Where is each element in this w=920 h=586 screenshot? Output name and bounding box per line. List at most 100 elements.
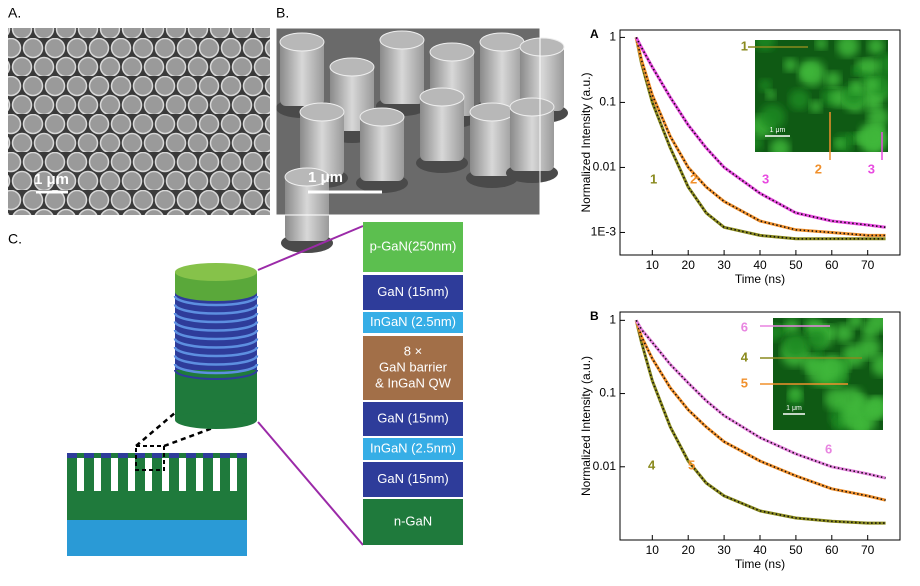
panel-label: B. <box>276 5 289 21</box>
x-tick-label: 30 <box>717 543 731 557</box>
inset-blob <box>783 332 808 357</box>
fit-line <box>635 37 886 229</box>
pillar-top <box>509 97 555 117</box>
connector <box>257 421 364 546</box>
x-tick-label: 40 <box>753 543 767 557</box>
pillar-cylinder <box>173 263 259 429</box>
layer-label: & InGaN QW <box>375 375 452 390</box>
inset-blob <box>806 328 827 350</box>
x-tick-label: 20 <box>682 543 696 557</box>
panel-label: A. <box>8 5 21 21</box>
layer-label: GaN (15nm) <box>377 284 449 299</box>
scale-label: 1 μm <box>34 171 69 188</box>
inset-label: 3 <box>868 161 875 176</box>
inset-blob <box>773 324 782 342</box>
layer-label: p-GaN(250nm) <box>370 238 457 253</box>
trench <box>128 458 135 491</box>
pillar-cap <box>169 453 179 458</box>
pillar <box>420 95 464 161</box>
layer <box>363 462 463 497</box>
inset-label: 5 <box>741 375 748 390</box>
y-tick-label: 0.01 <box>593 160 617 174</box>
pillar-top <box>469 102 515 122</box>
pillar <box>380 38 424 104</box>
layer <box>363 336 463 400</box>
fit-line <box>635 37 886 240</box>
cyl-stripe <box>173 304 259 315</box>
y-tick-label: 0.01 <box>593 459 617 473</box>
pillar <box>510 105 554 171</box>
inset-blob <box>783 58 798 72</box>
inset-blob <box>755 135 763 151</box>
inset-label: 1 <box>741 38 748 53</box>
x-tick-label: 60 <box>825 258 839 272</box>
pillar <box>470 110 514 176</box>
pillar-top <box>519 37 565 57</box>
y-axis-label: Normalized Intensity (a.u.) <box>579 72 593 212</box>
inset-blob <box>758 79 772 92</box>
frame <box>275 27 541 216</box>
inset-blob <box>849 79 864 95</box>
trench <box>145 458 152 491</box>
x-tick-label: 50 <box>789 258 803 272</box>
layer <box>363 499 463 545</box>
inset-label: 6 <box>741 319 748 334</box>
inset-blob <box>788 386 803 401</box>
pillar-top <box>359 107 405 127</box>
layer <box>363 275 463 310</box>
y-tick-label: 0.1 <box>599 95 616 109</box>
fit-line <box>635 320 886 501</box>
pillar <box>280 40 324 106</box>
inset-blob <box>837 387 865 415</box>
layer-label: InGaN (2.5nm) <box>370 440 456 455</box>
connector <box>257 225 364 271</box>
series-label: 6 <box>825 441 832 456</box>
pillar-top <box>329 57 375 77</box>
pillar <box>520 45 564 111</box>
cyl-stripe <box>173 329 259 341</box>
pillar-cap <box>203 453 213 458</box>
cyl-stripe <box>173 338 259 349</box>
pillar-top <box>279 32 325 52</box>
pillar-top <box>379 30 425 50</box>
inset-blob <box>765 89 776 100</box>
inset-blob <box>867 40 885 55</box>
inset-blob <box>819 354 845 381</box>
x-tick-label: 10 <box>646 543 660 557</box>
layer-label: InGaN (2.5nm) <box>370 314 456 329</box>
trench <box>213 458 220 491</box>
trench <box>111 458 118 491</box>
trench <box>230 458 237 491</box>
decay-line <box>634 37 886 237</box>
layer <box>363 312 463 333</box>
layer-label: 8 × <box>404 343 422 358</box>
zoom-line <box>135 411 177 447</box>
cyl-stripe <box>173 312 259 324</box>
pillar-top <box>429 42 475 62</box>
series-label: 4 <box>648 457 656 472</box>
inset-blob <box>847 318 864 329</box>
inset-blob <box>809 100 823 113</box>
pillar-cap <box>101 453 111 458</box>
inset-blob <box>800 63 818 81</box>
cyl-stripe <box>173 363 259 375</box>
cyl-top <box>175 263 257 281</box>
pillar-cap <box>67 453 77 458</box>
pillar-top <box>299 102 345 122</box>
x-tick-label: 70 <box>861 258 875 272</box>
cyl-mqw-edge <box>174 369 258 380</box>
pillar-top <box>284 167 330 187</box>
inset-blob <box>863 57 881 75</box>
pillar-cap <box>186 453 196 458</box>
y-tick-label: 1 <box>609 313 616 327</box>
pillar <box>480 40 524 106</box>
pillar-cap <box>237 453 247 458</box>
pillar-top <box>479 32 525 52</box>
cyl-stripe <box>173 321 259 332</box>
zoom-box <box>135 445 165 471</box>
inset-blob <box>871 354 883 377</box>
trench <box>162 458 169 491</box>
fit-line <box>635 319 886 479</box>
inset-blob <box>769 138 791 152</box>
y-tick-label: 0.1 <box>599 386 616 400</box>
